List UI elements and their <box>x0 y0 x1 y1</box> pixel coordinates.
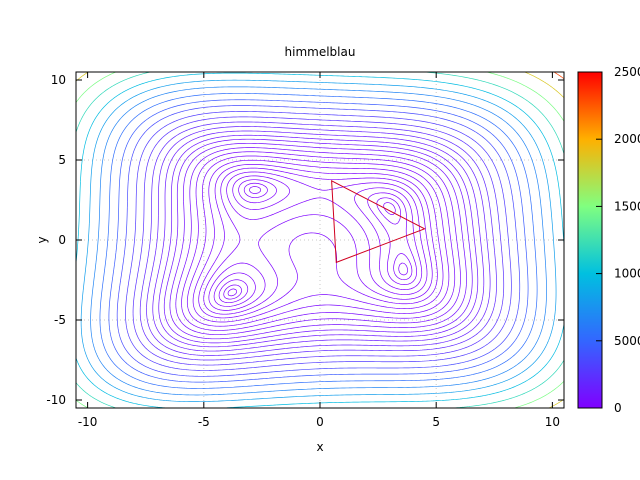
y-tick-label: 0 <box>58 233 66 247</box>
contour-line <box>163 138 473 344</box>
contour-line <box>99 93 538 389</box>
contour-line <box>227 186 408 297</box>
x-tick-label: -10 <box>78 415 98 429</box>
contour-line <box>139 121 497 361</box>
contour-line <box>80 79 557 402</box>
colorbar-tick-label: 20000 <box>614 132 640 146</box>
contour-line <box>90 86 547 396</box>
x-tick-label: 10 <box>545 415 560 429</box>
contour-line <box>152 130 485 352</box>
x-tick-label: -5 <box>198 415 210 429</box>
x-axis-label: x <box>316 440 323 454</box>
contour-line <box>116 105 521 377</box>
contour-line <box>198 164 438 319</box>
x-tick-label: 5 <box>432 415 440 429</box>
chart-title: himmelblau <box>285 45 356 59</box>
contour-lines <box>76 72 564 408</box>
contour-line <box>76 72 564 408</box>
colorbar <box>577 71 603 409</box>
grid <box>76 72 564 408</box>
contour-line <box>186 155 450 327</box>
contour-line <box>208 171 428 311</box>
x-tick-label: 0 <box>316 415 324 429</box>
contour-line <box>76 72 564 408</box>
simplex-triangle <box>331 179 426 264</box>
y-axis-label: y <box>35 236 49 243</box>
contour-line <box>203 167 433 315</box>
contour-line <box>213 175 423 307</box>
y-tick-label: 5 <box>58 153 66 167</box>
colorbar-tick-label: 5000 <box>614 334 640 348</box>
x-axis: -10 -5 0 5 10 <box>78 72 560 429</box>
contour-line <box>218 179 417 304</box>
contour-line <box>553 72 564 80</box>
y-tick-label: -10 <box>46 393 66 407</box>
contour-line <box>158 134 479 348</box>
contour-line <box>132 116 505 366</box>
y-axis: -10 -5 0 5 10 <box>46 73 564 407</box>
contour-line <box>192 159 444 323</box>
contour-line <box>169 142 467 340</box>
y-tick-label: 10 <box>51 73 66 87</box>
contour-line <box>108 99 529 383</box>
contour-line <box>223 182 413 300</box>
colorbar-tick-label: 10000 <box>614 267 640 281</box>
colorbar-tick-label: 0 <box>614 401 622 415</box>
colorbar-tick-label: 25000 <box>614 65 640 79</box>
contour-line <box>175 147 461 335</box>
colorbar-tick-label: 15000 <box>614 199 640 213</box>
contour-line <box>125 111 512 371</box>
colorbar-axis: 0 5000 10000 15000 20000 25000 <box>596 65 640 415</box>
contour-line <box>181 151 456 331</box>
contour-line <box>146 126 491 356</box>
y-tick-label: -5 <box>54 313 66 327</box>
